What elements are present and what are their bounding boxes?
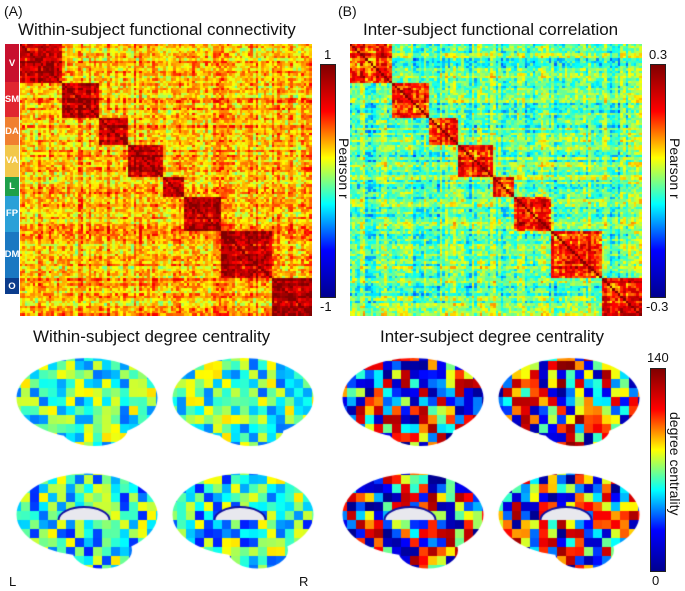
colorbar-b-min: -0.3 [646, 299, 669, 314]
brain-within-rh-medial [168, 466, 318, 574]
brain-inter-rh-lateral [494, 352, 644, 452]
colorbar-within-fc [320, 64, 336, 298]
colorbar-a-min: -1 [320, 299, 332, 314]
hemisphere-right-label: R [299, 574, 309, 589]
brain-within-lh-lateral [12, 352, 162, 452]
panel-label-b: (B) [338, 3, 357, 19]
network-label-sm: SM [5, 82, 19, 118]
title-within-fc: Within-subject functional connectivity [18, 20, 296, 39]
colorbar-a-max: 1 [324, 47, 332, 62]
title-within-degree: Within-subject degree centrality [33, 327, 271, 346]
network-strip: V SM DA VA L FP DM O [5, 44, 19, 316]
colorbar-inter-fc [650, 64, 666, 298]
colorbar-b-label: Pearson r [667, 138, 683, 199]
matrix-within-fc [20, 44, 312, 316]
colorbar-degree-max: 140 [647, 350, 669, 365]
title-inter-fc: Inter-subject functional correlation [363, 20, 619, 39]
colorbar-b-max: 0.3 [649, 47, 668, 62]
network-label-va: VA [5, 144, 19, 178]
brain-within-lh-medial [12, 466, 162, 574]
network-label-da: DA [5, 117, 19, 145]
colorbar-a-label: Pearson r [336, 138, 352, 199]
brain-within-rh-lateral [168, 352, 318, 452]
network-label-o: O [5, 277, 19, 295]
colorbar-degree-min: 0 [652, 573, 660, 588]
colorbar-degree [650, 368, 666, 572]
matrix-inter-fc [350, 44, 642, 316]
panel-label-a: (A) [4, 3, 23, 19]
network-label-l: L [5, 177, 19, 197]
network-label-dm: DM [5, 231, 19, 278]
hemisphere-left-label: L [9, 574, 17, 589]
title-inter-degree: Inter-subject degree centrality [380, 327, 604, 346]
brain-inter-rh-medial [494, 466, 644, 574]
colorbar-degree-label: degree centrality [667, 412, 683, 516]
brain-inter-lh-lateral [338, 352, 488, 452]
brain-inter-lh-medial [338, 466, 488, 574]
network-label-v: V [5, 44, 19, 83]
network-label-fp: FP [5, 196, 19, 232]
